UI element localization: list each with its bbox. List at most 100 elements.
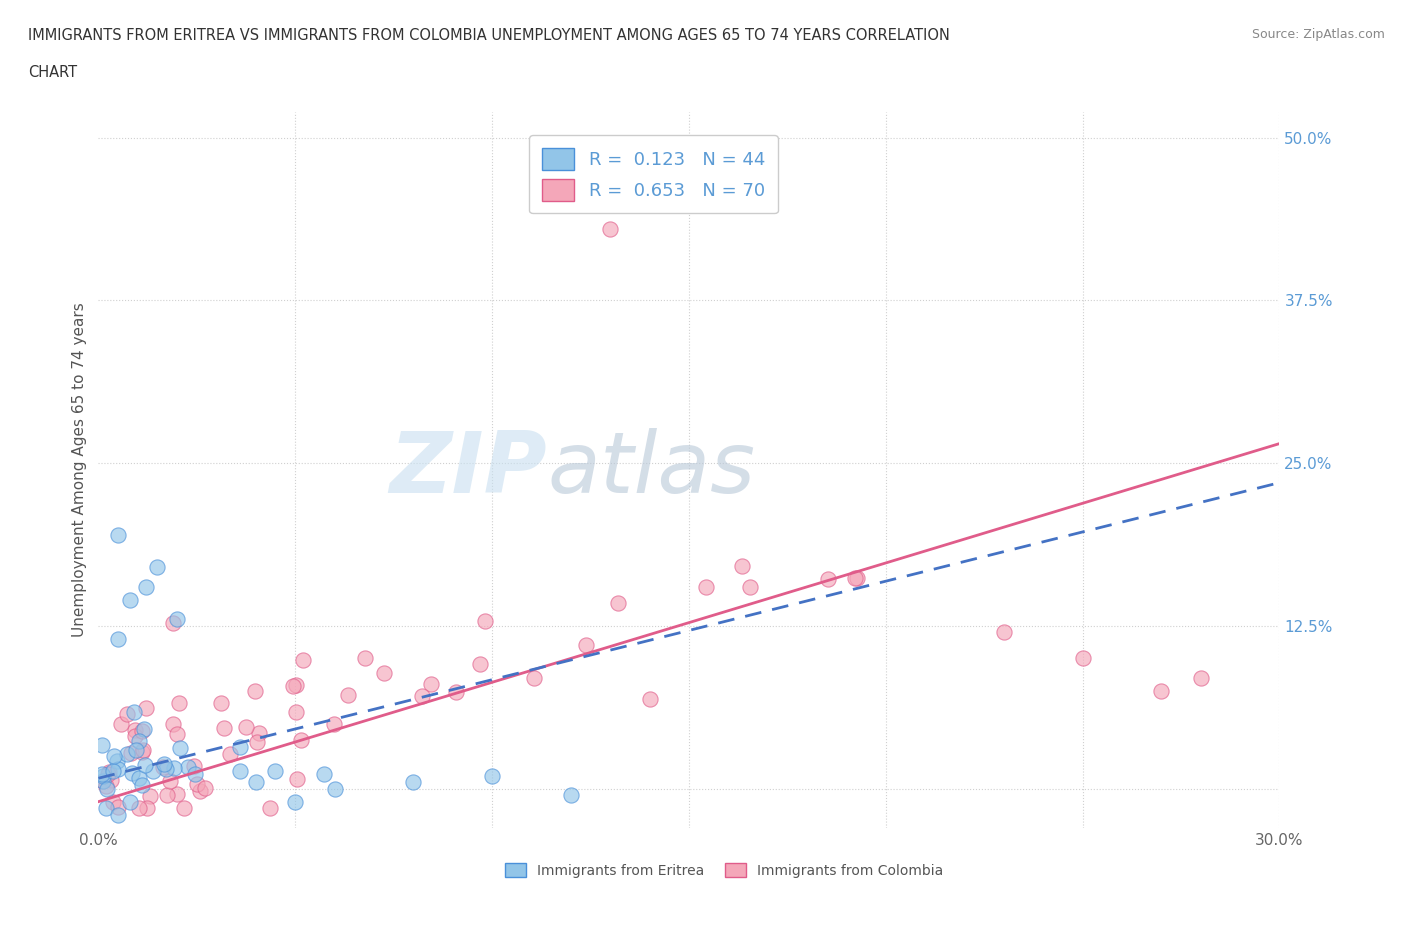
Point <box>186 777 208 791</box>
Point <box>292 652 315 667</box>
Point <box>101 764 124 778</box>
Point <box>560 788 582 803</box>
Point <box>96 781 118 796</box>
Point <box>91 774 114 789</box>
Point <box>134 757 156 772</box>
Point <box>402 775 425 790</box>
Point <box>107 807 129 822</box>
Point <box>103 749 125 764</box>
Point <box>373 665 395 680</box>
Text: IMMIGRANTS FROM ERITREA VS IMMIGRANTS FROM COLOMBIA UNEMPLOYMENT AMONG AGES 65 T: IMMIGRANTS FROM ERITREA VS IMMIGRANTS FR… <box>28 28 950 43</box>
Point <box>131 724 153 738</box>
Point <box>229 764 252 778</box>
Point <box>284 794 307 809</box>
Point <box>740 579 762 594</box>
Point <box>107 527 129 542</box>
Point <box>142 764 165 778</box>
Point <box>177 759 200 774</box>
Point <box>470 657 492 671</box>
Point <box>846 571 869 586</box>
Point <box>131 778 153 793</box>
Point <box>166 612 188 627</box>
Point <box>107 761 129 776</box>
Legend: R =  0.123   N = 44, R =  0.653   N = 70: R = 0.123 N = 44, R = 0.653 N = 70 <box>529 135 778 213</box>
Point <box>132 722 155 737</box>
Point <box>173 801 195 816</box>
Point <box>607 596 630 611</box>
Point <box>444 684 467 699</box>
Point <box>118 592 141 607</box>
Point <box>993 625 1015 640</box>
Point <box>115 707 138 722</box>
Point <box>264 764 287 778</box>
Text: Source: ZipAtlas.com: Source: ZipAtlas.com <box>1251 28 1385 41</box>
Point <box>245 775 267 790</box>
Point <box>124 742 146 757</box>
Point <box>523 671 546 685</box>
Point <box>844 571 866 586</box>
Y-axis label: Unemployment Among Ages 65 to 74 years: Unemployment Among Ages 65 to 74 years <box>72 302 87 637</box>
Point <box>284 704 307 719</box>
Point <box>249 725 271 740</box>
Point <box>575 638 598 653</box>
Point <box>209 696 232 711</box>
Point <box>128 771 150 786</box>
Point <box>183 758 205 773</box>
Point <box>166 787 188 802</box>
Point <box>122 704 145 719</box>
Point <box>243 684 266 698</box>
Point <box>163 760 186 775</box>
Point <box>152 760 174 775</box>
Point <box>128 801 150 816</box>
Point <box>101 795 124 810</box>
Point <box>194 780 217 795</box>
Point <box>96 801 118 816</box>
Point <box>115 747 138 762</box>
Point <box>121 766 143 781</box>
Point <box>169 696 191 711</box>
Point <box>183 767 205 782</box>
Point <box>474 614 496 629</box>
Point <box>91 737 114 752</box>
Point <box>1071 651 1094 666</box>
Point <box>337 688 360 703</box>
Point <box>124 728 146 743</box>
Point <box>120 746 142 761</box>
Point <box>312 766 335 781</box>
Point <box>640 692 662 707</box>
Point <box>110 717 132 732</box>
Point <box>287 771 309 786</box>
Point <box>188 784 211 799</box>
Point <box>1150 684 1173 698</box>
Point <box>135 700 157 715</box>
Point <box>135 579 157 594</box>
Text: atlas: atlas <box>547 428 755 512</box>
Point <box>212 721 235 736</box>
Point <box>246 735 269 750</box>
Point <box>118 794 141 809</box>
Point <box>131 742 153 757</box>
Point <box>105 753 128 768</box>
Point <box>162 716 184 731</box>
Point <box>97 764 120 779</box>
Point <box>1189 671 1212 685</box>
Point <box>107 800 129 815</box>
Point <box>156 788 179 803</box>
Point <box>411 688 433 703</box>
Point <box>139 789 162 804</box>
Point <box>146 560 169 575</box>
Point <box>420 677 443 692</box>
Point <box>229 740 252 755</box>
Point <box>219 747 242 762</box>
Point <box>155 762 177 777</box>
Point <box>94 778 117 793</box>
Point <box>107 631 129 646</box>
Point <box>131 744 153 759</box>
Point <box>599 221 621 236</box>
Point <box>162 616 184 631</box>
Point <box>354 650 377 665</box>
Point <box>731 558 754 573</box>
Point <box>695 579 717 594</box>
Point <box>166 726 188 741</box>
Point <box>281 678 304 693</box>
